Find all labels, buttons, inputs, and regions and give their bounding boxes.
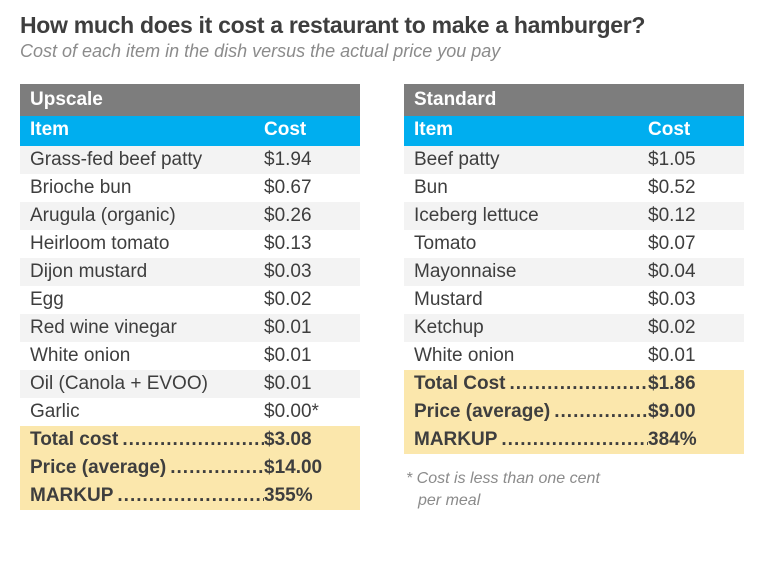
upscale-header: Item Cost [20, 116, 360, 146]
row-item: Arugula (organic) [30, 205, 264, 227]
col-header-item: Item [414, 119, 648, 141]
row-cost: $0.01 [648, 345, 734, 367]
table-row: Mayonnaise$0.04 [404, 258, 744, 286]
summary-value: 355% [264, 485, 350, 507]
row-cost: $0.03 [264, 261, 350, 283]
row-item: Beef patty [414, 149, 648, 171]
upscale-rows: Grass-fed beef patty$1.94Brioche bun$0.6… [20, 146, 360, 426]
row-cost: $0.00* [264, 401, 350, 423]
row-cost: $0.12 [648, 205, 734, 227]
summary-value: $9.00 [648, 401, 734, 423]
page-title: How much does it cost a restaurant to ma… [20, 12, 753, 39]
col-header-item: Item [30, 119, 264, 141]
col-header-cost: Cost [648, 119, 734, 141]
table-row: Dijon mustard$0.03 [20, 258, 360, 286]
row-cost: $0.07 [648, 233, 734, 255]
row-cost: $0.02 [648, 317, 734, 339]
table-row: Garlic$0.00* [20, 398, 360, 426]
summary-label: Total Cost [414, 373, 509, 395]
row-item: Iceberg lettuce [414, 205, 648, 227]
tables-container: Upscale Item Cost Grass-fed beef patty$1… [20, 84, 753, 511]
upscale-table: Upscale Item Cost Grass-fed beef patty$1… [20, 84, 360, 511]
summary-value: 384% [648, 429, 734, 451]
summary-value: $3.08 [264, 429, 350, 451]
row-item: Heirloom tomato [30, 233, 264, 255]
table-row: Mustard$0.03 [404, 286, 744, 314]
summary-dots: ........................................… [122, 429, 264, 451]
row-cost: $0.03 [648, 289, 734, 311]
summary-dots: ........................................… [554, 401, 648, 423]
row-item: Mayonnaise [414, 261, 648, 283]
table-row: White onion$0.01 [404, 342, 744, 370]
summary-label: MARKUP [414, 429, 501, 451]
row-item: Grass-fed beef patty [30, 149, 264, 171]
row-cost: $1.94 [264, 149, 350, 171]
row-cost: $0.01 [264, 345, 350, 367]
standard-table: Standard Item Cost Beef patty$1.05Bun$0.… [404, 84, 744, 511]
summary-dots: ........................................… [509, 373, 648, 395]
standard-header: Item Cost [404, 116, 744, 146]
summary-row: MARKUP .................................… [404, 426, 744, 454]
row-cost: $1.05 [648, 149, 734, 171]
summary-label: MARKUP [30, 485, 117, 507]
summary-row: Total Cost .............................… [404, 370, 744, 398]
summary-label: Price (average) [414, 401, 554, 423]
footnote: * Cost is less than one cent per meal [404, 468, 744, 511]
footnote-line1: * Cost is less than one cent [406, 468, 744, 490]
summary-dots: ........................................… [117, 485, 264, 507]
table-row: Arugula (organic)$0.26 [20, 202, 360, 230]
row-item: Mustard [414, 289, 648, 311]
row-item: Garlic [30, 401, 264, 423]
row-item: Brioche bun [30, 177, 264, 199]
standard-rows: Beef patty$1.05Bun$0.52Iceberg lettuce$0… [404, 146, 744, 370]
summary-label: Price (average) [30, 457, 170, 479]
table-row: Beef patty$1.05 [404, 146, 744, 174]
standard-title: Standard [404, 84, 744, 116]
row-item: Bun [414, 177, 648, 199]
table-row: Red wine vinegar$0.01 [20, 314, 360, 342]
upscale-title: Upscale [20, 84, 360, 116]
table-row: Brioche bun$0.67 [20, 174, 360, 202]
summary-value: $1.86 [648, 373, 734, 395]
col-header-cost: Cost [264, 119, 350, 141]
row-item: White onion [30, 345, 264, 367]
row-cost: $0.67 [264, 177, 350, 199]
table-row: Grass-fed beef patty$1.94 [20, 146, 360, 174]
summary-dots: ........................................… [501, 429, 648, 451]
footnote-line2: per meal [406, 490, 744, 512]
table-row: Heirloom tomato$0.13 [20, 230, 360, 258]
page-subtitle: Cost of each item in the dish versus the… [20, 41, 753, 62]
row-cost: $0.13 [264, 233, 350, 255]
table-row: Iceberg lettuce$0.12 [404, 202, 744, 230]
summary-value: $14.00 [264, 457, 350, 479]
row-cost: $0.04 [648, 261, 734, 283]
row-item: Ketchup [414, 317, 648, 339]
table-row: White onion$0.01 [20, 342, 360, 370]
table-row: Tomato$0.07 [404, 230, 744, 258]
row-item: Red wine vinegar [30, 317, 264, 339]
row-cost: $0.26 [264, 205, 350, 227]
summary-row: Total cost .............................… [20, 426, 360, 454]
summary-row: Price (average) ........................… [404, 398, 744, 426]
summary-row: Price (average) ........................… [20, 454, 360, 482]
row-cost: $0.01 [264, 317, 350, 339]
summary-row: MARKUP .................................… [20, 482, 360, 510]
table-row: Egg$0.02 [20, 286, 360, 314]
row-item: Dijon mustard [30, 261, 264, 283]
table-row: Ketchup$0.02 [404, 314, 744, 342]
row-item: Oil (Canola + EVOO) [30, 373, 264, 395]
row-cost: $0.02 [264, 289, 350, 311]
table-row: Oil (Canola + EVOO)$0.01 [20, 370, 360, 398]
row-cost: $0.01 [264, 373, 350, 395]
upscale-summary: Total cost .............................… [20, 426, 360, 510]
table-row: Bun$0.52 [404, 174, 744, 202]
standard-summary: Total Cost .............................… [404, 370, 744, 454]
summary-label: Total cost [30, 429, 122, 451]
row-cost: $0.52 [648, 177, 734, 199]
row-item: Tomato [414, 233, 648, 255]
row-item: Egg [30, 289, 264, 311]
summary-dots: ........................................… [170, 457, 264, 479]
row-item: White onion [414, 345, 648, 367]
